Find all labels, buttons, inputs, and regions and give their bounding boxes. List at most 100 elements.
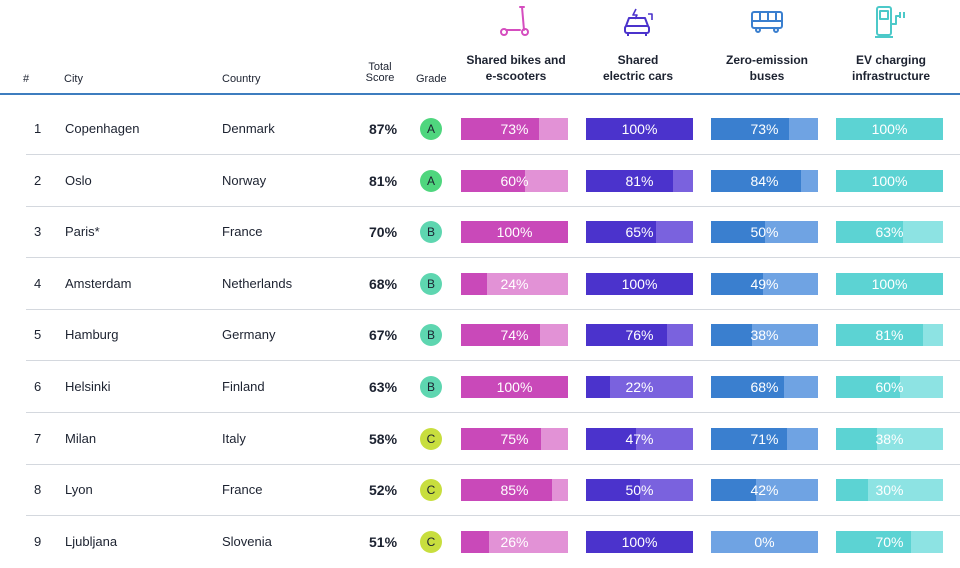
table-row: 8 Lyon France 52% C 85% 50% 42% 30% [0,464,960,517]
charging-score-bar: 100% [836,118,943,140]
city-cell: Paris* [65,224,100,240]
score-bar-fill [461,169,526,192]
score-bar-label: 100% [871,275,908,292]
ev-charger-icon [875,6,905,38]
charging-score-bar: 63% [836,221,943,244]
score-bar-fill [586,169,673,192]
rank-cell: 9 [34,533,42,549]
score-bar-fill [461,427,542,450]
score-bar-label: 76% [625,327,654,344]
score-bar-fill [711,272,764,295]
score-bar-fill [711,118,790,140]
rank-cell: 2 [34,172,42,188]
total-score-cell: 87% [369,121,398,137]
score-bar-label: 74% [500,327,529,344]
grade-badge: C [420,530,442,553]
total-score-cell: 52% [369,482,398,499]
grade-badge: A [420,169,442,192]
row-divider [26,308,960,310]
cars-score-bar: 76% [586,324,693,347]
score-bar-fill [711,376,784,398]
cars-score-bar: 22% [586,376,693,398]
city-cell: Ljubljana [65,533,118,549]
total-score-cell: 58% [369,430,398,447]
grade-badge: A [420,118,442,140]
grade-badge: B [420,324,442,347]
score-bar-fill [586,118,693,140]
city-cell: Oslo [65,172,92,188]
cars-score-bar: 100% [586,272,693,295]
score-bar-label: 50% [750,224,779,241]
city-cell: Amsterdam [65,275,132,291]
city-cell: Helsinki [65,379,111,394]
total-score-cell: 68% [369,275,398,292]
buses-score-bar: 71% [711,427,818,450]
rank-cell: 1 [34,121,42,136]
score-bar-fill [586,324,668,347]
electric-car-icon [624,8,653,36]
score-bar-label: 85% [500,482,529,499]
score-bar-fill [711,324,752,347]
grade-badge: B [420,376,442,398]
buses-score-bar: 0% [711,530,818,553]
score-bar-fill [586,479,640,502]
cars-score-bar: 65% [586,221,693,244]
buses-score-bar: 68% [711,376,818,398]
score-bar-label: 70% [875,533,904,550]
table-row: 7 Milan Italy 58% C 75% 47% 71% 38% [0,413,960,465]
charging-score-bar: 100% [836,169,943,192]
buses-score-bar: 73% [711,118,818,140]
column-header-country: Country [222,73,261,85]
rank-cell: 7 [34,430,42,446]
cars-score-bar: 50% [586,479,693,502]
bikes-score-bar: 85% [461,479,568,502]
bikes-score-bar: 60% [461,169,568,192]
grade-badge: C [420,479,442,502]
score-bar-fill [711,221,765,244]
scooter-icon [500,6,529,36]
cars-score-bar: 81% [586,169,693,192]
city-cell: Hamburg [65,327,119,343]
table-row: 6 Helsinki Finland 63% B 100% 22% 68% 60% [0,361,960,413]
score-bar-label: 100% [871,172,908,189]
country-cell: Slovenia [222,533,272,549]
column-header-buses: Zero-emission buses [725,53,809,83]
score-bar-label: 75% [500,430,529,447]
total-score-cell: 51% [369,533,398,550]
table-row: 9 Ljubljana Slovenia 51% C 26% 100% 0% 70% [0,516,960,568]
table-row: 1 Copenhagen Denmark 87% A 73% 100% 73% 100% [0,103,960,155]
column-header-city: City [64,73,83,85]
score-bar-fill [461,376,568,398]
row-divider [26,257,960,259]
bikes-score-bar: 75% [461,427,568,450]
score-bar-label: 30% [875,482,904,499]
score-bar-label: 73% [500,121,529,137]
score-bar-fill [711,169,801,192]
country-cell: France [222,482,263,498]
bikes-score-bar: 100% [461,221,568,244]
grade-badge: C [420,427,442,450]
score-bar-fill [711,427,787,450]
table-row: 5 Hamburg Germany 67% B 74% 76% 38% 81% [0,309,960,362]
cars-score-bar: 100% [586,530,693,553]
score-bar-fill [836,376,901,398]
column-header-charging: EV charging infrastructure [851,53,931,83]
cars-score-bar: 100% [586,118,693,140]
score-bar-fill [836,427,877,450]
score-bar-label: 68% [750,379,779,395]
score-bar-label: 38% [750,327,779,344]
rank-cell: 6 [34,379,42,394]
grade-badge: B [420,272,442,295]
charging-score-bar: 100% [836,272,943,295]
score-bar-fill [836,118,943,140]
score-bar-label: 42% [750,482,779,499]
total-score-cell: 70% [369,224,398,241]
country-cell: Netherlands [222,275,293,291]
country-cell: Italy [222,430,246,446]
score-bar-label: 26% [500,533,529,550]
score-bar-label: 0% [754,533,775,550]
score-bar-label: 60% [500,172,529,189]
score-bar-label: 100% [621,275,658,292]
table-header: Shared bikes and e-scooters Shared elect… [0,0,960,95]
header-divider [0,93,960,95]
